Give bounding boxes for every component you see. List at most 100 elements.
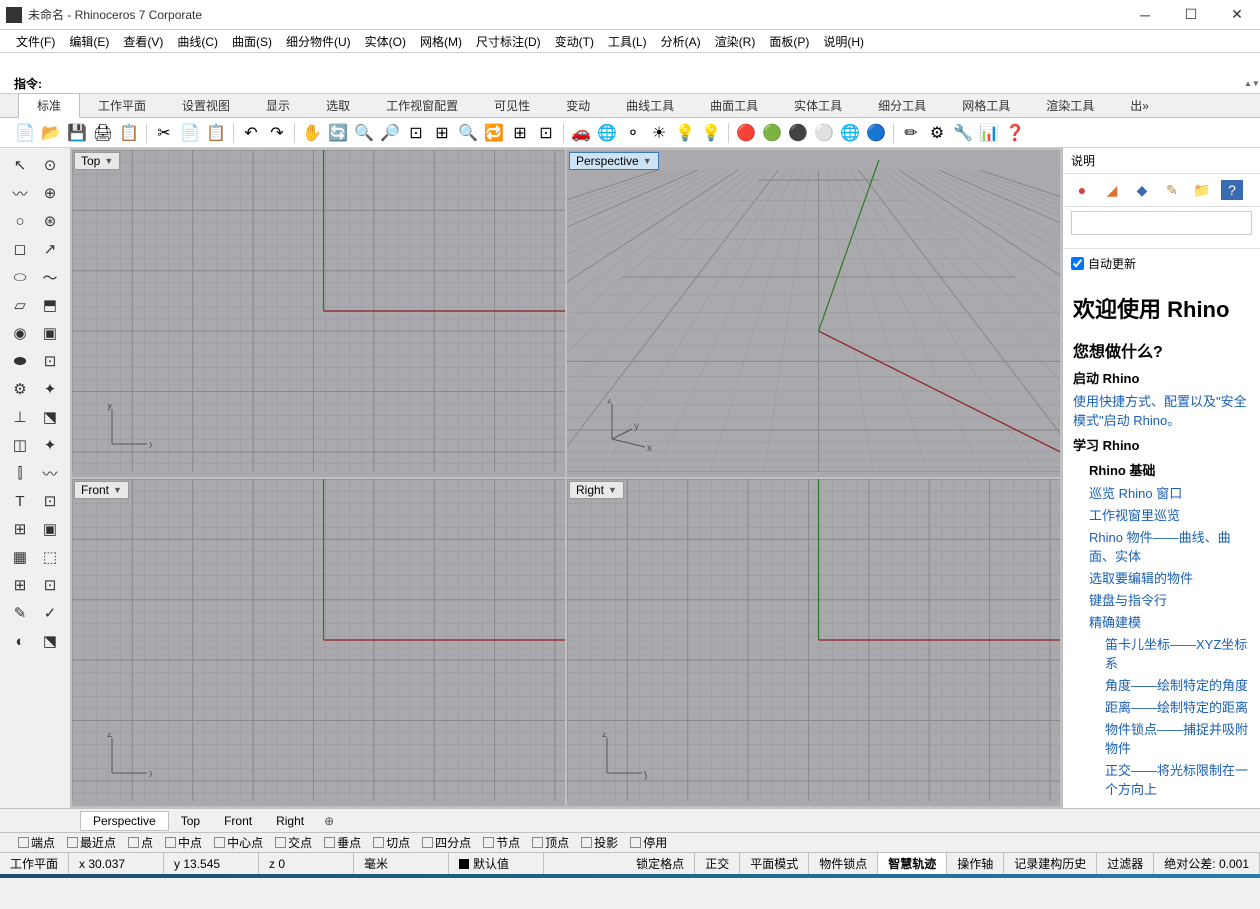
toolbar-icon[interactable]: 🔴	[735, 122, 757, 144]
side-tool-icon[interactable]: ⊡	[36, 348, 64, 374]
toolbar-icon[interactable]: ⚙	[926, 122, 948, 144]
toolbar-icon[interactable]: 🔍	[457, 122, 479, 144]
side-tool-icon[interactable]: ✦	[36, 376, 64, 402]
status-toggle[interactable]: 智慧轨迹	[878, 853, 947, 874]
side-tool-icon[interactable]: ✎	[6, 600, 34, 626]
toolbar-icon[interactable]: 📄	[179, 122, 201, 144]
side-tool-icon[interactable]: ⊞	[6, 516, 34, 542]
help-link[interactable]: 使用快捷方式、配置以及"安全模式"启动 Rhino。	[1073, 391, 1250, 429]
tool-tab[interactable]: 曲面工具	[692, 94, 776, 117]
help-link[interactable]: 键盘与指令行	[1089, 590, 1250, 609]
menu-分析(A)[interactable]: 分析(A)	[657, 31, 705, 52]
toolbar-icon[interactable]: ⊡	[405, 122, 427, 144]
tool-tab[interactable]: 标准	[18, 93, 80, 118]
sb-unit[interactable]: 毫米	[354, 853, 449, 874]
help-link[interactable]: 选取要编辑的物件	[1089, 568, 1250, 587]
side-tool-icon[interactable]: ⊥	[6, 404, 34, 430]
menu-曲线(C)[interactable]: 曲线(C)	[173, 31, 222, 52]
osnap-节点[interactable]: 节点	[483, 834, 520, 851]
side-tool-icon[interactable]: T	[6, 488, 34, 514]
side-tool-icon[interactable]: ⬬	[6, 348, 34, 374]
sb-layer[interactable]: 默认值	[449, 853, 544, 874]
toolbar-icon[interactable]: 🔵	[865, 122, 887, 144]
side-tool-icon[interactable]: ⚙	[6, 376, 34, 402]
osnap-端点[interactable]: 端点	[18, 834, 55, 851]
toolbar-icon[interactable]: ⚪	[813, 122, 835, 144]
side-tool-icon[interactable]: ⬔	[36, 628, 64, 654]
help-link[interactable]: 角度——绘制特定的角度	[1105, 675, 1250, 694]
toolbar-icon[interactable]: 🟢	[761, 122, 783, 144]
menu-尺寸标注(D)[interactable]: 尺寸标注(D)	[472, 31, 545, 52]
toolbar-icon[interactable]: ✋	[301, 122, 323, 144]
vp-tab[interactable]: Top	[169, 812, 212, 830]
toolbar-icon[interactable]: 🔎	[379, 122, 401, 144]
toolbar-icon[interactable]: 🚗	[570, 122, 592, 144]
material-icon[interactable]: ◆	[1131, 180, 1153, 200]
tag-icon[interactable]: ◢	[1101, 180, 1123, 200]
tool-tab[interactable]: 设置视图	[164, 94, 248, 117]
toolbar-icon[interactable]: 💡	[674, 122, 696, 144]
side-tool-icon[interactable]: 〜	[36, 264, 64, 290]
toolbar-icon[interactable]: 🔄	[327, 122, 349, 144]
side-tool-icon[interactable]: ↖	[6, 152, 34, 178]
viewport-label-front[interactable]: Front ▼	[74, 481, 129, 499]
menu-工具(L)[interactable]: 工具(L)	[604, 31, 651, 52]
viewport-top[interactable]: Top ▼ xy	[72, 150, 565, 477]
side-tool-icon[interactable]: ▣	[36, 516, 64, 542]
command-spinner[interactable]: ▲▼	[1244, 79, 1260, 88]
help-link[interactable]: 笛卡儿坐标——XYZ坐标系	[1105, 634, 1250, 672]
side-tool-icon[interactable]: ⬭	[6, 264, 34, 290]
side-tool-icon[interactable]: ▣	[36, 320, 64, 346]
toolbar-icon[interactable]: 📋	[205, 122, 227, 144]
close-button[interactable]: ✕	[1214, 0, 1260, 30]
help-link[interactable]: 精确建模	[1089, 612, 1250, 631]
toolbar-icon[interactable]: ❓	[1004, 122, 1026, 144]
help-link[interactable]: 距离——绘制特定的距离	[1105, 697, 1250, 716]
toolbar-icon[interactable]: ✏	[900, 122, 922, 144]
side-tool-icon[interactable]: ◉	[6, 320, 34, 346]
menu-变动(T)[interactable]: 变动(T)	[551, 31, 598, 52]
add-viewport-button[interactable]: ⊕	[316, 812, 342, 830]
status-toggle[interactable]: 锁定格点	[626, 853, 695, 874]
toolbar-icon[interactable]: 🖨	[92, 122, 114, 144]
sphere-red-icon[interactable]: ●	[1071, 180, 1093, 200]
help-search-input[interactable]	[1071, 211, 1252, 235]
side-tool-icon[interactable]: ◻	[6, 236, 34, 262]
toolbar-icon[interactable]: 📂	[40, 122, 62, 144]
viewport-label-right[interactable]: Right ▼	[569, 481, 624, 499]
menu-文件(F)[interactable]: 文件(F)	[12, 31, 59, 52]
status-toggle[interactable]: 操作轴	[947, 853, 1004, 874]
chevron-down-icon[interactable]: ▼	[643, 156, 652, 166]
viewport-label-top[interactable]: Top ▼	[74, 152, 120, 170]
chevron-down-icon[interactable]: ▼	[104, 156, 113, 166]
help-icon[interactable]: ?	[1221, 180, 1243, 200]
osnap-垂点[interactable]: 垂点	[324, 834, 361, 851]
tool-tab[interactable]: 选取	[308, 94, 368, 117]
status-toggle[interactable]: 过滤器	[1097, 853, 1154, 874]
side-tool-icon[interactable]: ⊕	[36, 180, 64, 206]
minimize-button[interactable]: ─	[1122, 0, 1168, 30]
menu-查看(V)[interactable]: 查看(V)	[119, 31, 167, 52]
vp-tab[interactable]: Front	[212, 812, 264, 830]
auto-update-checkbox[interactable]: 自动更新	[1063, 249, 1260, 278]
auto-update-cb-input[interactable]	[1071, 257, 1084, 270]
side-tool-icon[interactable]: ⬒	[36, 292, 64, 318]
tool-tab[interactable]: 可见性	[476, 94, 548, 117]
folder-icon[interactable]: 📁	[1191, 180, 1213, 200]
toolbar-icon[interactable]: 💡	[700, 122, 722, 144]
osnap-中心点[interactable]: 中心点	[214, 834, 263, 851]
tool-tab[interactable]: 工作平面	[80, 94, 164, 117]
side-tool-icon[interactable]: ▦	[6, 544, 34, 570]
sb-cplane[interactable]: 工作平面	[0, 853, 69, 874]
help-link[interactable]: 工作视窗里巡览	[1089, 505, 1250, 524]
toolbar-icon[interactable]: ☀	[648, 122, 670, 144]
side-tool-icon[interactable]: ↗	[36, 236, 64, 262]
vp-tab[interactable]: Right	[264, 812, 316, 830]
toolbar-icon[interactable]: 🌐	[596, 122, 618, 144]
toolbar-icon[interactable]: 📊	[978, 122, 1000, 144]
side-tool-icon[interactable]: ○	[6, 208, 34, 234]
menu-说明(H)[interactable]: 说明(H)	[819, 31, 868, 52]
side-tool-icon[interactable]: ◐	[6, 628, 34, 654]
viewport-perspective[interactable]: Perspective ▼ xyz	[567, 150, 1060, 477]
side-tool-icon[interactable]: 〰	[36, 460, 64, 486]
